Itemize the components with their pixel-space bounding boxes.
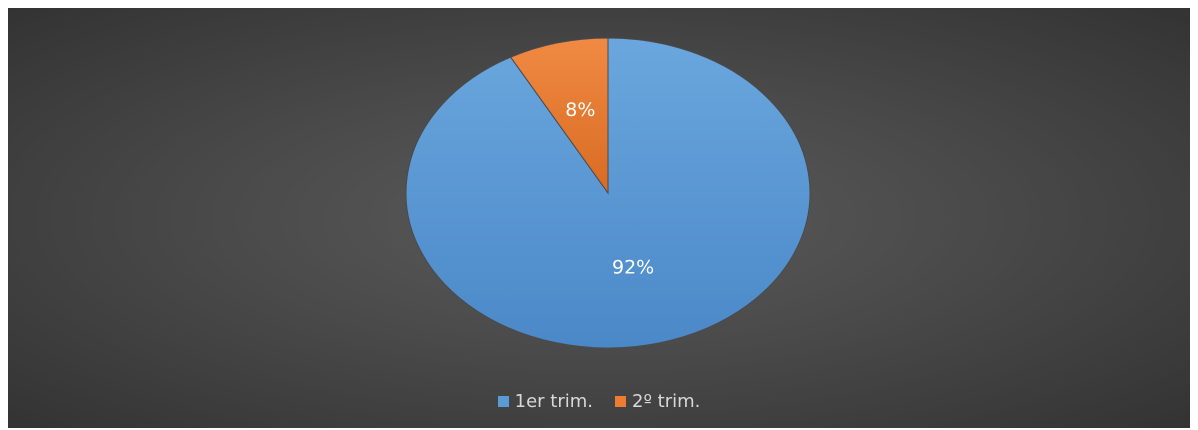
legend: 1er trim. 2º trim. <box>8 391 1190 412</box>
legend-label-q1: 1er trim. <box>514 391 593 412</box>
legend-item-q2: 2º trim. <box>615 391 700 412</box>
chart-area: 92% 8% 1er trim. 2º trim. <box>8 8 1190 428</box>
data-label-q2: 8% <box>565 99 595 121</box>
data-label-q1: 92% <box>612 257 654 279</box>
pie-slice-q2 <box>509 37 609 195</box>
legend-label-q2: 2º trim. <box>632 391 701 412</box>
pie-chart: 92% 8% <box>405 37 811 349</box>
legend-swatch-q2 <box>615 396 626 407</box>
legend-item-q1: 1er trim. <box>497 391 593 412</box>
legend-swatch-q1 <box>497 396 509 407</box>
